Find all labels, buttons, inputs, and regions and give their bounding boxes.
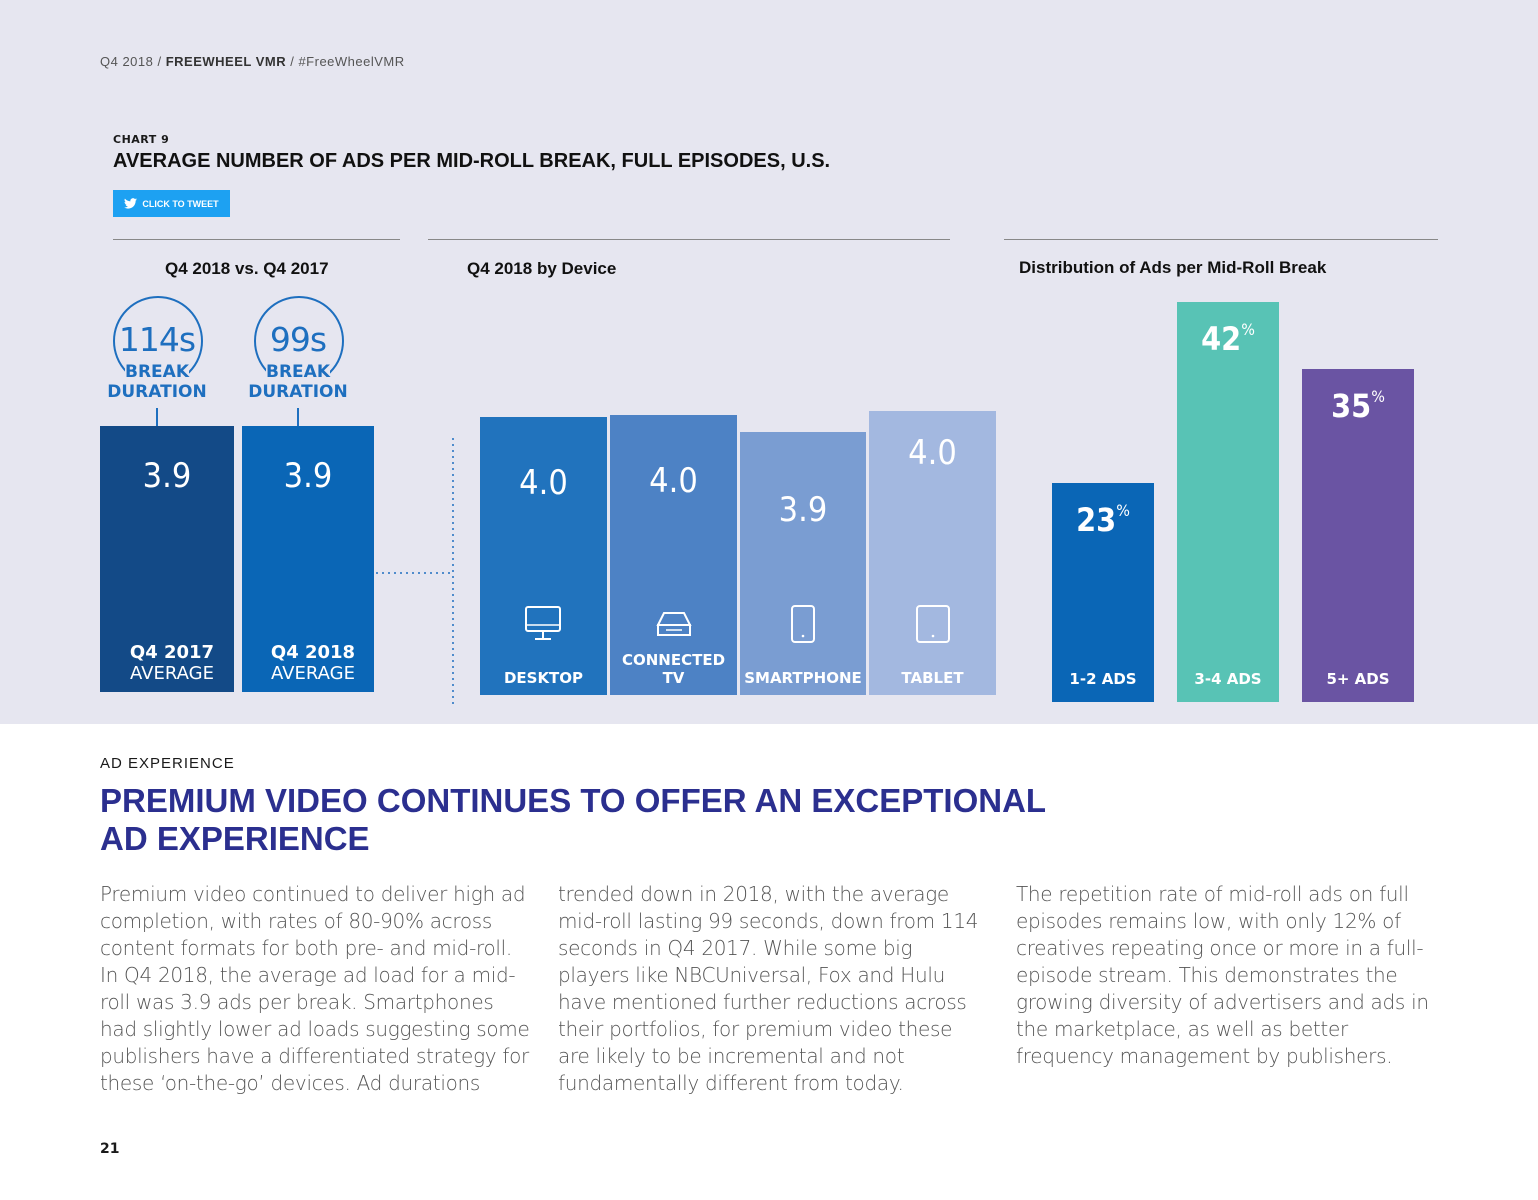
page-number: 21 [100,1141,120,1157]
section-title-distribution: Distribution of Ads per Mid-Roll Break [1019,258,1327,277]
bar-smartphone: 3.9 SMARTPHONE [740,431,866,695]
category-label: SMARTPHONE [744,668,862,687]
duration-label-line: BREAK [266,362,330,382]
duration-label-line: DURATION [248,382,348,402]
tablet-icon [915,605,950,643]
article-headline: PREMIUM VIDEO CONTINUES TO OFFER AN EXCE… [100,782,1047,857]
value-number: 35 [1331,386,1372,425]
value-label: 3.9 [283,456,333,496]
duration-label-mask [125,362,189,392]
value-label: 35% [1302,387,1414,425]
duration-label-line: BREAK [125,362,189,382]
category-line: AVERAGE [271,663,355,684]
bar-q4-2017-average: 3.9 Q4 2017 AVERAGE [100,426,234,692]
value-label: 42% [1177,320,1279,358]
value-label: 4.0 [908,433,957,473]
chart-title: AVERAGE NUMBER OF ADS PER MID-ROLL BREAK… [113,150,831,172]
bar-connected-tv: 4.0 CONNECTED TV [610,415,737,695]
connected-tv-icon [655,612,692,636]
section-kicker: AD EXPERIENCE [100,755,235,772]
value-label: 23% [1052,501,1154,539]
category-label: TABLET [901,669,964,687]
category-label: DESKTOP [503,669,584,687]
chart-number: CHART 9 [113,133,170,146]
divider-rule [113,239,400,240]
category-label: Q4 2017 AVERAGE [100,642,234,684]
value-label: 3.9 [778,489,828,530]
divider-rule [428,239,950,240]
value-number: 42 [1201,320,1242,358]
duration-label: BREAK DURATION [97,362,217,402]
value-label: 4.0 [519,463,568,503]
article-column-1: Premium video continued to deliver high … [100,882,530,1095]
click-to-tweet-button[interactable]: CLICK TO TWEET [113,190,230,217]
bar-q4-2018-average: 3.9 Q4 2018 AVERAGE [242,426,374,692]
section-title-yoy: Q4 2018 vs. Q4 2017 [165,259,329,278]
bar-5-ads: 35% 5+ ADS [1302,368,1414,702]
duration-label-line: DURATION [107,382,207,402]
divider-rule [1004,239,1438,240]
category-label: 5+ ADS [1326,669,1390,688]
bar-3-4-ads: 42% 3-4 ADS [1177,302,1279,702]
bar-desktop: 4.0 DESKTOP [480,417,607,695]
section-title-device: Q4 2018 by Device [467,259,617,278]
category-label: Q4 2018 AVERAGE [242,642,374,684]
value-unit: % [1241,320,1255,339]
bar-1-2-ads: 23% 1-2 ADS [1052,482,1154,702]
article-column-3: The repetition rate of mid-roll ads on f… [1016,882,1429,1068]
category-line: AVERAGE [130,663,214,684]
leader-line [297,408,299,426]
desktop-icon [524,606,561,640]
category-label: 3-4 ADS [1194,670,1262,688]
value-number: 23 [1076,500,1117,539]
value-unit: % [1371,386,1385,406]
duration-label-mask [266,362,330,392]
duration-value: 99s [269,320,327,359]
category-label: 1-2 ADS [1069,669,1137,688]
value-label: 3.9 [142,456,192,496]
bar-tablet: 4.0 TABLET [869,411,996,695]
leader-line [156,408,158,426]
connector-dotted-line [376,438,454,704]
tweet-label: CLICK TO TWEET [142,198,219,209]
breadcrumb: Q4 2018 / FREEWHEEL VMR / #FreeWheelVMR [100,54,405,69]
duration-label: BREAK DURATION [238,362,358,402]
smartphone-icon [791,604,815,643]
twitter-bird-icon [124,198,138,209]
value-unit: % [1116,500,1130,520]
article-column-2: trended down in 2018, with the average m… [558,882,979,1095]
value-label: 4.0 [649,461,698,501]
category-label: CONNECTED TV [621,651,726,687]
category-line: Q4 2017 [129,642,215,663]
duration-value: 114s [118,320,196,359]
category-line: Q4 2018 [270,642,356,663]
